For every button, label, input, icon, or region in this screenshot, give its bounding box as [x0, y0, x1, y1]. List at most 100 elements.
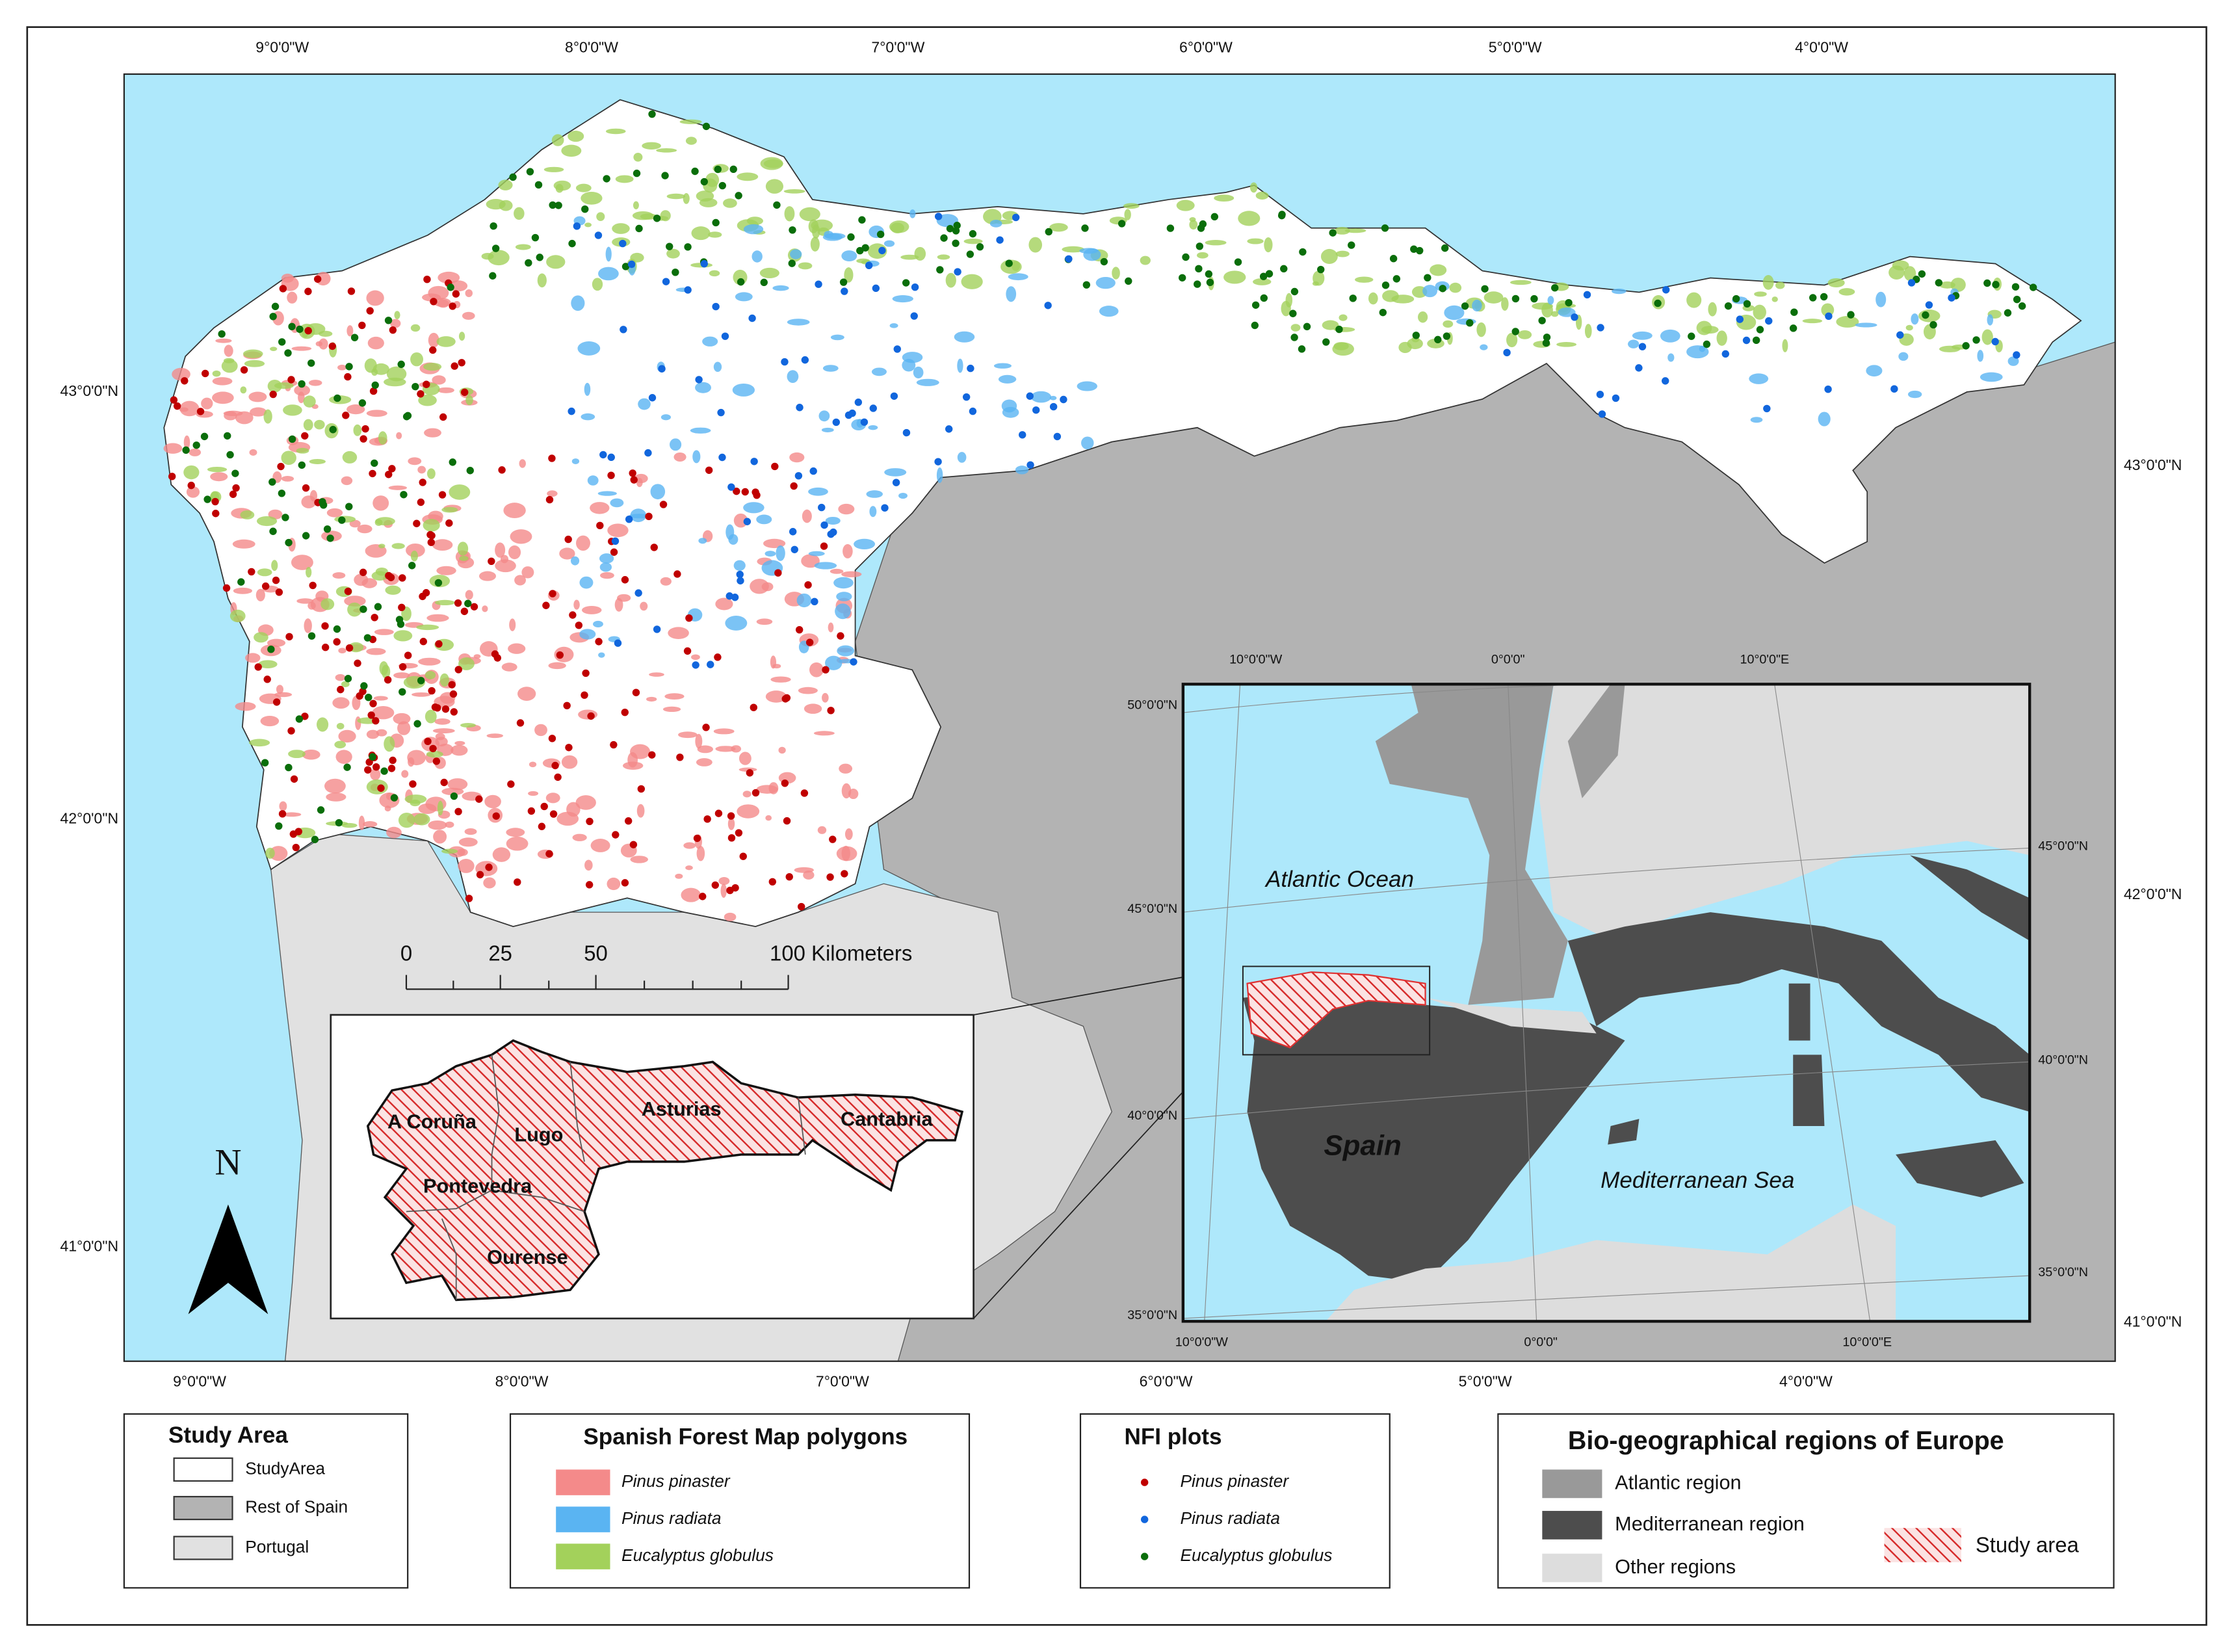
plot-point	[746, 769, 754, 777]
forest-patch	[799, 207, 820, 222]
plot-point	[624, 817, 633, 825]
forest-patch	[451, 744, 468, 756]
forest-patch	[486, 198, 506, 210]
plot-point	[364, 766, 372, 774]
plot-point	[345, 363, 353, 371]
forest-patch	[248, 739, 270, 747]
forest-patch	[545, 793, 560, 804]
plot-point	[1662, 286, 1670, 294]
forest-patch	[248, 391, 267, 402]
forest-patch	[375, 517, 395, 526]
plot-point	[287, 376, 295, 384]
plot-point	[187, 481, 195, 490]
plot-point	[371, 614, 378, 622]
plot-point	[1100, 257, 1108, 266]
plot-point	[173, 402, 181, 410]
plot-point	[595, 638, 603, 646]
forest-patch	[1006, 286, 1017, 302]
plot-point	[702, 122, 711, 131]
forest-patch	[738, 752, 752, 765]
forest-patch	[798, 262, 813, 270]
plot-point	[768, 878, 776, 885]
plot-point	[648, 110, 656, 118]
forest-polygons	[163, 119, 2019, 922]
forest-patch	[514, 207, 525, 220]
forest-patch	[1708, 302, 1717, 317]
forest-patch	[279, 801, 287, 811]
plot-point	[1992, 281, 2000, 289]
plot-point	[384, 317, 393, 324]
forest-patch	[244, 360, 265, 367]
forest-patch	[270, 347, 278, 352]
plot-point	[581, 691, 588, 699]
forest-patch	[394, 311, 400, 319]
forest-patch	[426, 750, 443, 758]
plot-point	[945, 425, 953, 433]
forest-patch	[822, 365, 839, 372]
plot-point	[614, 639, 622, 647]
forest-patch	[408, 757, 415, 767]
plot-point	[611, 537, 620, 545]
plot-point	[328, 342, 336, 350]
forest-patch	[750, 579, 769, 594]
forest-patch	[315, 341, 323, 347]
plot-point	[783, 817, 791, 825]
plot-point	[847, 233, 855, 241]
plot-point	[585, 881, 594, 889]
forest-patch	[551, 134, 564, 146]
plot-point	[954, 268, 961, 276]
forest-patch	[824, 231, 833, 238]
forest-patch	[223, 358, 235, 363]
plot-point	[860, 418, 869, 426]
plot-point	[281, 514, 289, 521]
forest-patch	[600, 571, 614, 579]
plot-point	[872, 284, 880, 293]
plot-point	[801, 356, 809, 364]
forest-patch	[1335, 250, 1350, 257]
plot-point	[1543, 334, 1551, 341]
forest-patch	[732, 383, 755, 397]
plot-point	[695, 376, 703, 384]
forest-patch	[630, 252, 644, 263]
plot-point	[388, 465, 396, 473]
forest-patch	[357, 524, 372, 534]
plot-point	[718, 181, 726, 190]
forest-patch	[460, 722, 476, 728]
plot-point	[785, 873, 793, 881]
plot-point	[313, 275, 322, 283]
forest-patch	[385, 585, 401, 595]
forest-patch	[215, 338, 232, 343]
plot-point	[279, 285, 287, 293]
forest-patch	[508, 545, 521, 560]
forest-patch	[1836, 315, 1859, 328]
plot-point	[278, 338, 286, 346]
forest-patch	[428, 332, 439, 348]
plot-point	[404, 651, 412, 659]
forest-patch	[435, 737, 448, 747]
forest-patch	[772, 285, 789, 291]
plot-point	[569, 611, 577, 619]
graticule-label: 10°0'0"W	[1175, 1335, 1229, 1349]
plot-point	[1530, 295, 1538, 303]
plot-point	[648, 394, 657, 402]
plot-point	[854, 399, 863, 406]
plot-point	[684, 286, 692, 294]
forest-patch	[691, 654, 700, 661]
forest-patch	[287, 291, 298, 304]
graticule-label: 6°0'0"W	[1179, 39, 1233, 56]
legend-swatch	[1542, 1469, 1602, 1499]
plot-point	[285, 538, 293, 547]
forest-patch	[1189, 217, 1196, 222]
legend-label: Mediterranean region	[1615, 1512, 1805, 1535]
forest-patch	[334, 741, 346, 749]
plot-point	[311, 835, 319, 843]
forest-patch	[332, 572, 346, 579]
plot-point	[1790, 308, 1798, 316]
forest-patch	[426, 468, 436, 479]
forest-patch	[765, 690, 787, 703]
forest-patch	[957, 452, 967, 463]
forest-patch	[636, 804, 645, 818]
plot-point	[1298, 345, 1306, 353]
plot-point	[390, 794, 399, 802]
